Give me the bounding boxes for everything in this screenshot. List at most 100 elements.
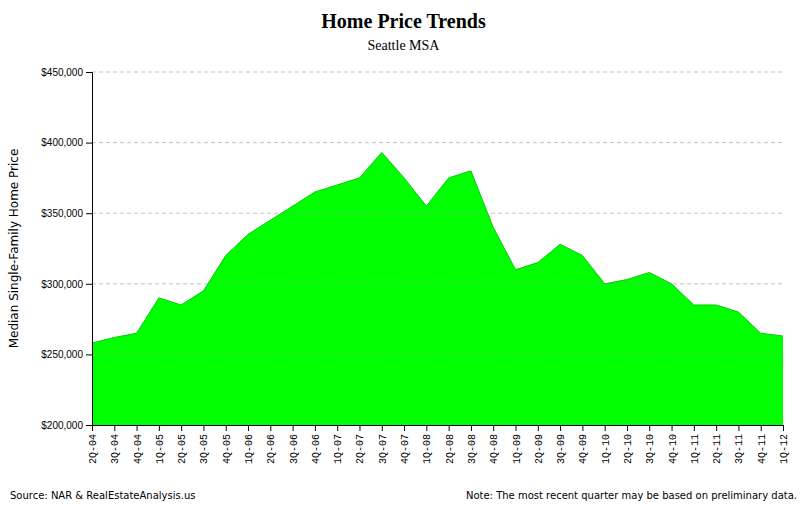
x-tick-label: 2Q-04 — [88, 434, 99, 464]
title: Home Price Trends — [321, 10, 486, 32]
x-tick: 1Q-07 — [333, 425, 344, 464]
x-tick: 1Q-10 — [601, 425, 612, 464]
x-tick-mark — [337, 425, 338, 431]
x-tick-mark — [493, 425, 494, 431]
x-tick-mark — [761, 425, 762, 431]
x-tick-label: 1Q-06 — [244, 434, 255, 464]
y-tick-label: $350,000 — [41, 208, 83, 219]
y-tick-label: $250,000 — [41, 349, 83, 360]
x-tick-label: 2Q-10 — [623, 434, 634, 464]
x-tick-label: 4Q-10 — [668, 434, 679, 464]
x-tick-mark — [359, 425, 360, 431]
x-tick-mark — [270, 425, 271, 431]
x-tick-mark — [694, 425, 695, 431]
x-tick-mark — [560, 425, 561, 431]
x-tick-mark — [203, 425, 204, 431]
x-tick-mark — [137, 425, 138, 431]
y-tick-label: $300,000 — [41, 279, 83, 290]
grid — [92, 72, 783, 425]
x-tick-label: 3Q-05 — [199, 434, 210, 464]
x-tick: 3Q-08 — [467, 425, 478, 464]
x-tick: 4Q-10 — [668, 425, 679, 464]
x-tick: 4Q-09 — [578, 425, 589, 464]
y-tick: $300,000 — [41, 279, 92, 290]
x-tick-label: 3Q-06 — [289, 434, 300, 464]
x-tick: 4Q-08 — [489, 425, 500, 464]
chart: Home Price TrendsSeattle MSA$200,000$250… — [0, 0, 807, 509]
y-tick-mark — [86, 213, 92, 214]
x-tick-label: 1Q-07 — [333, 434, 344, 464]
x-tick-label: 4Q-05 — [222, 434, 233, 464]
x-tick-label: 4Q-07 — [400, 434, 411, 464]
x-tick: 3Q-10 — [645, 425, 656, 464]
x-tick: 1Q-12 — [779, 425, 790, 464]
x-axis: 2Q-04 3Q-04 4Q-04 1Q-05 2Q-05 3Q-05 4Q-05 1Q-06… — [88, 425, 790, 464]
y-axis: $200,000 $250,000 $300,000 $350,000 $400,000… — [41, 67, 92, 431]
x-tick: 2Q-08 — [445, 425, 456, 464]
x-tick-mark — [605, 425, 606, 431]
x-tick-label: 3Q-08 — [467, 434, 478, 464]
y-tick-mark — [86, 425, 92, 426]
x-tick-mark — [293, 425, 294, 431]
area — [92, 152, 783, 425]
x-tick-mark — [538, 425, 539, 431]
x-tick: 3Q-07 — [378, 425, 389, 464]
x-tick: 3Q-04 — [110, 425, 121, 464]
y-tick-label: $400,000 — [41, 137, 83, 148]
y-axis-label: Median Single-Family Home Price — [7, 149, 21, 349]
x-tick-mark — [159, 425, 160, 431]
x-tick-mark — [716, 425, 717, 431]
x-tick-label: 3Q-04 — [110, 434, 121, 464]
x-tick: 1Q-06 — [244, 425, 255, 464]
x-tick-mark — [738, 425, 739, 431]
x-tick-mark — [516, 425, 517, 431]
y-tick: $450,000 — [41, 67, 92, 78]
x-tick-label: 1Q-05 — [155, 434, 166, 464]
x-tick-label: 3Q-11 — [734, 434, 745, 464]
x-tick-label: 4Q-04 — [133, 434, 144, 464]
x-tick-label: 3Q-10 — [645, 434, 656, 464]
x-tick: 4Q-04 — [133, 425, 144, 464]
x-tick-mark — [783, 425, 784, 431]
x-tick-mark — [649, 425, 650, 431]
area-line — [92, 152, 783, 343]
x-tick: 3Q-05 — [199, 425, 210, 464]
x-tick: 4Q-06 — [311, 425, 322, 464]
x-tick: 1Q-05 — [155, 425, 166, 464]
annotation: Note: The most recent quarter may be bas… — [466, 490, 797, 501]
x-tick-mark — [471, 425, 472, 431]
x-tick-mark — [92, 425, 93, 431]
annotation: Source: NAR & RealEstateAnalysis.us — [10, 490, 195, 501]
x-tick-label: 2Q-07 — [355, 434, 366, 464]
x-tick: 1Q-08 — [422, 425, 433, 464]
x-tick-label: 2Q-05 — [177, 434, 188, 464]
marks — [92, 152, 783, 425]
y-tick: $400,000 — [41, 137, 92, 148]
x-tick: 2Q-04 — [88, 425, 99, 464]
x-tick: 1Q-09 — [512, 425, 523, 464]
x-tick-label: 4Q-11 — [757, 434, 768, 464]
x-axis-line — [93, 426, 784, 432]
y-tick-mark — [86, 354, 92, 355]
y-tick-mark — [86, 284, 92, 285]
x-tick: 4Q-11 — [757, 425, 768, 464]
y-tick-label: $450,000 — [41, 67, 83, 78]
grid-line — [92, 213, 783, 214]
y-tick-mark — [86, 72, 92, 73]
x-tick: 2Q-05 — [177, 425, 188, 464]
x-tick-label: 3Q-07 — [378, 434, 389, 464]
y-axis-line — [86, 73, 93, 426]
grid-line — [92, 72, 783, 73]
x-tick-label: 1Q-09 — [512, 434, 523, 464]
x-tick: 2Q-06 — [266, 425, 277, 464]
x-tick-label: 2Q-09 — [534, 434, 545, 464]
x-tick: 1Q-11 — [690, 425, 701, 464]
x-tick: 2Q-11 — [712, 425, 723, 464]
x-tick-label: 2Q-06 — [266, 434, 277, 464]
grid-line — [92, 283, 783, 284]
y-tick: $200,000 — [41, 420, 92, 431]
x-tick: 3Q-06 — [289, 425, 300, 464]
y-tick: $250,000 — [41, 349, 92, 360]
grid-line — [92, 142, 783, 143]
x-tick-label: 1Q-12 — [779, 434, 790, 464]
